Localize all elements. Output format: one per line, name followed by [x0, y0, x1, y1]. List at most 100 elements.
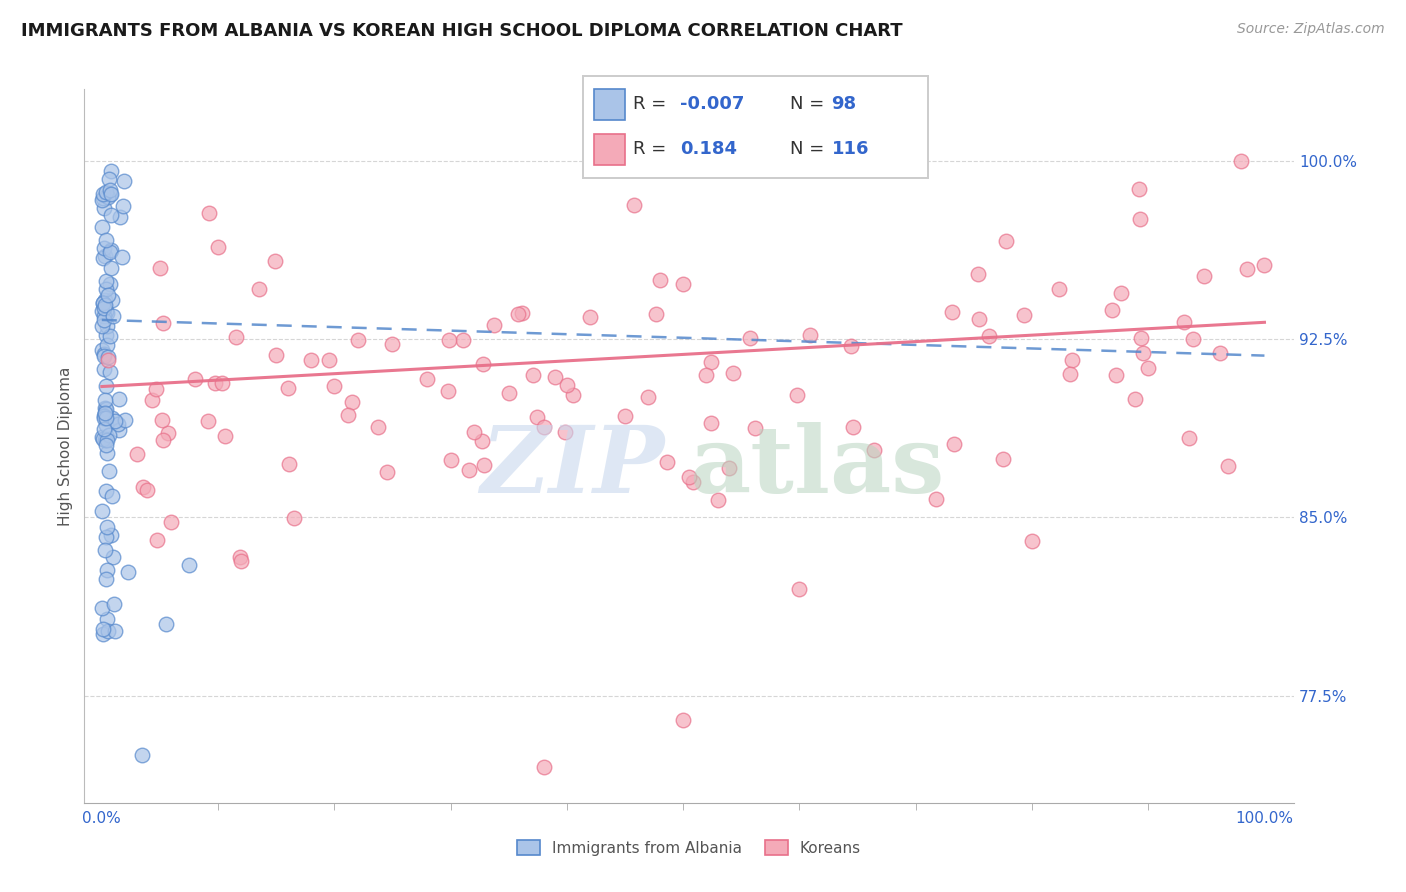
Point — [146, 533, 169, 548]
Point — [91, 296, 114, 310]
Point — [474, 458, 496, 472]
Point — [91, 187, 114, 202]
Point — [967, 311, 990, 326]
Point — [177, 558, 200, 572]
Point — [100, 163, 122, 178]
Point — [107, 392, 129, 406]
Y-axis label: High School Diploma: High School Diploma — [58, 367, 73, 525]
Point — [104, 624, 127, 638]
Point — [942, 437, 965, 451]
Point — [98, 277, 121, 291]
Point — [1216, 459, 1239, 474]
Point — [98, 245, 121, 260]
Point — [157, 425, 180, 440]
Point — [145, 383, 167, 397]
Point — [94, 437, 117, 451]
Point — [96, 433, 118, 447]
Point — [799, 328, 821, 343]
Point — [94, 401, 117, 416]
Point — [125, 447, 148, 461]
Point — [91, 319, 114, 334]
Point — [93, 201, 115, 215]
Point — [101, 411, 124, 425]
Point — [1136, 360, 1159, 375]
Point — [91, 432, 114, 446]
Point — [97, 190, 120, 204]
Point — [93, 301, 115, 315]
Point — [1128, 182, 1150, 196]
Point — [225, 330, 247, 344]
Point — [1230, 153, 1253, 168]
Point — [967, 267, 990, 281]
Point — [977, 329, 1000, 343]
Point — [94, 328, 117, 343]
Point — [283, 511, 305, 525]
Point — [463, 425, 485, 440]
Point — [381, 337, 404, 351]
Point — [93, 349, 115, 363]
Point — [98, 186, 121, 201]
Point — [97, 428, 120, 442]
Point — [184, 372, 207, 386]
Point — [100, 187, 122, 202]
Point — [132, 480, 155, 494]
Point — [97, 287, 120, 301]
Point — [522, 368, 544, 382]
Point — [375, 465, 398, 479]
Point — [94, 304, 117, 318]
Point — [614, 409, 637, 424]
Point — [93, 347, 115, 361]
Point — [738, 331, 761, 345]
Point — [91, 343, 114, 358]
Point — [96, 612, 118, 626]
Point — [437, 384, 460, 399]
Point — [96, 446, 118, 460]
Point — [1130, 331, 1153, 345]
Point — [94, 282, 117, 296]
Point — [94, 432, 117, 446]
Point — [94, 249, 117, 263]
Point — [247, 282, 270, 296]
Point — [94, 378, 117, 392]
Text: 116: 116 — [831, 140, 869, 158]
Point — [995, 234, 1018, 248]
Point — [94, 405, 117, 419]
Text: R =: R = — [634, 95, 666, 113]
Point — [149, 261, 172, 276]
Point — [555, 378, 578, 392]
Point — [204, 376, 226, 390]
Point — [993, 451, 1015, 466]
Point — [699, 355, 721, 369]
Point — [100, 366, 122, 380]
Point — [700, 416, 723, 430]
Point — [278, 458, 301, 472]
Point — [96, 306, 118, 320]
Point — [91, 504, 114, 518]
Point — [744, 421, 766, 435]
Point — [96, 484, 118, 499]
Point — [1021, 534, 1043, 549]
Point — [93, 409, 115, 423]
Point — [91, 295, 114, 310]
Point — [91, 220, 114, 235]
Point — [925, 491, 948, 506]
Point — [299, 353, 322, 368]
Point — [554, 425, 576, 439]
Point — [97, 172, 120, 186]
Point — [458, 463, 481, 477]
Point — [93, 313, 115, 327]
Point — [91, 600, 114, 615]
Point — [96, 530, 118, 544]
Point — [94, 434, 117, 448]
Point — [277, 382, 299, 396]
Point — [93, 309, 115, 323]
Point — [562, 388, 585, 402]
Point — [100, 260, 122, 275]
Point — [533, 760, 555, 774]
Point — [94, 410, 117, 425]
Point — [93, 362, 115, 376]
Point — [93, 251, 115, 265]
Point — [114, 412, 136, 426]
Point — [229, 550, 252, 565]
Point — [367, 420, 389, 434]
